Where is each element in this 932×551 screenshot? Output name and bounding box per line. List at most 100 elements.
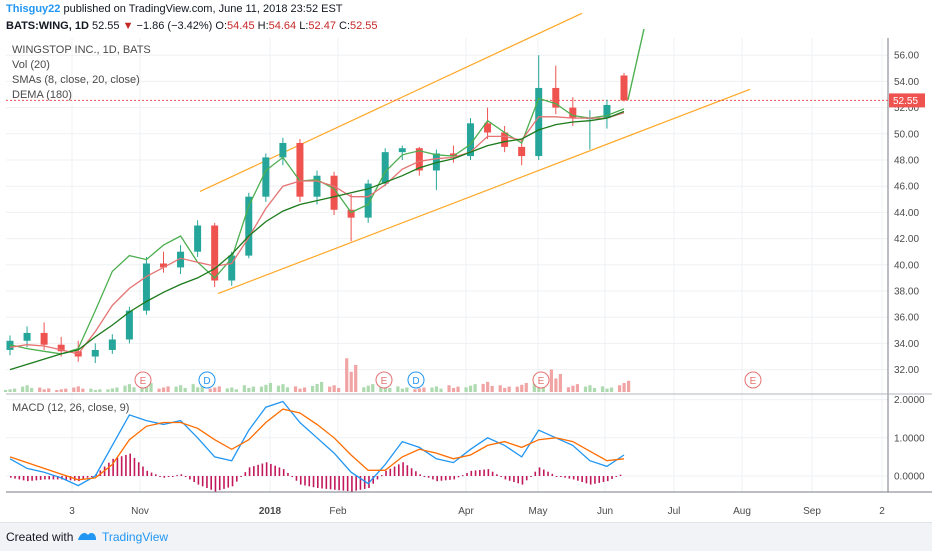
macd-histogram-bar xyxy=(22,476,25,481)
earnings-marker[interactable] xyxy=(134,371,152,389)
macd-histogram-bar xyxy=(342,476,345,491)
candle-body xyxy=(296,142,304,197)
macd-histogram-bar xyxy=(436,476,438,482)
price-pane xyxy=(6,38,888,394)
sma-legend[interactable]: SMAs (8, close, 20, close) xyxy=(12,74,140,86)
macd-histogram-bar xyxy=(466,472,468,476)
volume-bar xyxy=(208,388,212,392)
macd-histogram-bar xyxy=(508,476,511,481)
macd-histogram-bar xyxy=(35,476,38,481)
candle-body xyxy=(398,148,406,153)
macd-histogram-bar xyxy=(406,465,409,476)
macd-legend[interactable]: MACD (12, 26, close, 9) xyxy=(12,402,130,414)
high-value: 54.64 xyxy=(268,20,297,32)
signal-line[interactable] xyxy=(9,408,625,481)
volume-bar xyxy=(345,358,349,392)
price-tick-label: 56.00 xyxy=(894,51,919,62)
macd-histogram-bar xyxy=(299,476,302,485)
macd-histogram-bar xyxy=(585,476,588,484)
published-text: published on TradingView.com, June 11, 2… xyxy=(63,3,343,15)
symbol-line: BATS:WING, 1D 52.55 ▼ −1.86 (−3.42%) O:5… xyxy=(6,20,378,32)
volume-bar xyxy=(524,383,528,392)
volume-bar xyxy=(55,389,59,392)
volume-bar xyxy=(93,389,97,392)
volume-legend[interactable]: Vol (20) xyxy=(12,59,50,71)
volume-bar xyxy=(183,387,187,392)
macd-histogram-bar xyxy=(385,470,387,476)
macd-histogram-bar xyxy=(547,471,549,476)
macd-histogram-bar xyxy=(282,469,285,476)
macd-histogram-bar xyxy=(287,472,289,476)
price-chart[interactable]: 3 Nov 2018 Feb Apr May Jun Jul Aug Sep 2 32.00 34.00… xyxy=(0,0,932,522)
author-link[interactable]: Thisguy22 xyxy=(6,3,61,15)
dividend-marker[interactable] xyxy=(198,371,216,389)
candle-body xyxy=(125,310,133,340)
macd-histogram-bar xyxy=(120,456,123,476)
volume-bar xyxy=(149,383,153,392)
macd-histogram-bar xyxy=(14,476,16,479)
candle-body xyxy=(467,123,474,157)
volume-bar xyxy=(541,385,545,392)
macd-histogram-bar xyxy=(210,476,213,490)
macd-histogram-bar xyxy=(483,469,485,476)
channel-lower-line[interactable] xyxy=(217,88,751,295)
candle-body xyxy=(40,332,48,345)
macd-histogram-bar xyxy=(551,473,554,476)
macd-histogram-bar xyxy=(278,467,281,476)
candle-body xyxy=(313,175,321,197)
candle-body xyxy=(108,339,116,350)
close-value: 52.55 xyxy=(350,20,378,32)
low-label: L: xyxy=(299,20,309,32)
volume-bar xyxy=(566,387,571,392)
macd-histogram-bar xyxy=(355,476,357,491)
open-value: 54.45 xyxy=(227,20,255,32)
macd-histogram-bar xyxy=(137,462,140,476)
earnings-marker[interactable] xyxy=(375,371,393,389)
macd-tick-label: 2.0000 xyxy=(894,395,925,406)
volume-bar xyxy=(554,378,558,392)
volume-bar xyxy=(349,371,353,392)
volume-bar xyxy=(81,388,85,392)
volume-bar xyxy=(115,387,119,392)
macd-histogram-bar xyxy=(253,466,255,476)
dividend-marker[interactable] xyxy=(407,371,425,389)
macd-histogram-bar xyxy=(470,470,473,476)
sma20-line[interactable] xyxy=(9,112,625,355)
volume-bar xyxy=(515,386,519,392)
volume-bar xyxy=(532,383,536,392)
volume-bar xyxy=(481,383,485,392)
volume-bar xyxy=(558,374,562,392)
volume-bar xyxy=(42,389,46,392)
earnings-marker[interactable] xyxy=(744,371,762,389)
tradingview-link[interactable]: TradingView xyxy=(102,530,169,544)
macd-line[interactable] xyxy=(9,400,625,487)
volume-bar xyxy=(47,388,51,392)
volume-bar xyxy=(8,389,12,392)
macd-histogram-bar xyxy=(295,476,298,481)
macd-histogram-bar xyxy=(598,476,601,483)
volume-bar xyxy=(430,387,434,392)
candle-body xyxy=(501,132,509,147)
dema-line[interactable] xyxy=(9,110,625,371)
volume-bar xyxy=(213,387,217,392)
volume-bar xyxy=(371,384,375,392)
event-marker-label: E xyxy=(140,376,147,387)
sma8-line[interactable] xyxy=(9,97,625,355)
down-arrow-icon: ▼ xyxy=(122,20,134,32)
macd-histogram-bar xyxy=(555,476,558,477)
macd-histogram-bar xyxy=(270,463,272,476)
macd-histogram-bar xyxy=(440,476,443,481)
macd-histogram-bar xyxy=(31,476,33,481)
macd-histogram-bar xyxy=(500,476,502,477)
volume-bar xyxy=(217,386,221,392)
volume-bar xyxy=(507,386,511,392)
macd-histogram-bar xyxy=(487,469,490,476)
x-tick-label: Aug xyxy=(733,506,751,517)
earnings-marker[interactable] xyxy=(532,371,550,389)
volume-bar xyxy=(242,385,246,392)
dema-legend[interactable]: DEMA (180) xyxy=(12,89,72,101)
x-tick-label: Jul xyxy=(668,506,681,517)
volume-bar xyxy=(473,384,477,392)
trend-projection-line[interactable] xyxy=(627,28,645,100)
chart-title: WINGSTOP INC., 1D, BATS xyxy=(12,44,151,56)
